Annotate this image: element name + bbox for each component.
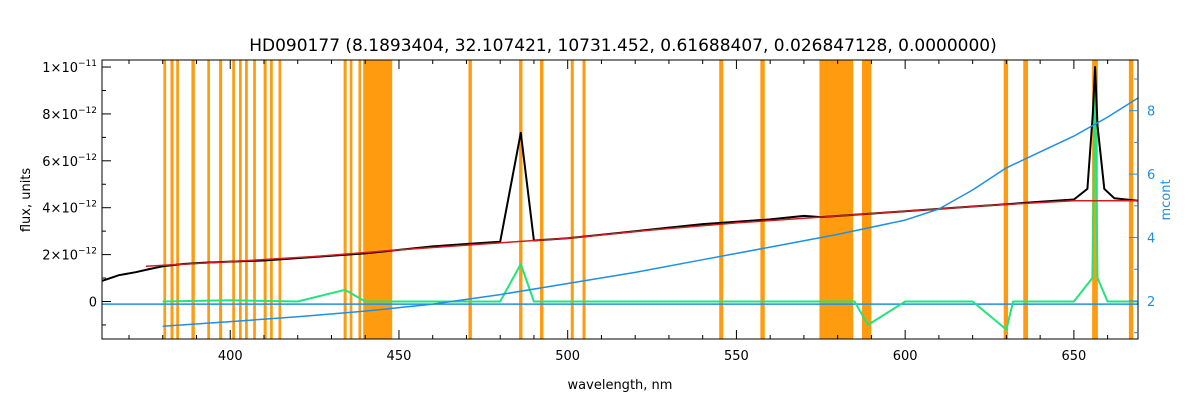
masked-band-11: [270, 60, 273, 339]
axes: 400 450 500 550 600 650 0 2×10−12 4×10−12 6×10−12…: [42, 59, 1155, 364]
y-tick-label-0: 0: [89, 295, 97, 310]
masked-band-5: [219, 60, 223, 339]
masked-band-9: [253, 60, 256, 339]
y-tick-label-5: 1×10−11: [42, 59, 97, 76]
masked-band-27: [1023, 60, 1028, 339]
masked-band-25: [861, 60, 872, 339]
masked-band-2: [176, 60, 179, 339]
x-tick-label-0: 400: [218, 349, 243, 364]
masked-band-15: [358, 60, 362, 339]
masked-band-16: [363, 60, 393, 339]
masked-band-4: [207, 60, 210, 339]
x-tick-label-1: 450: [387, 349, 412, 364]
y-axis-title: flux, units: [19, 168, 34, 233]
masked-band-18: [519, 60, 523, 339]
x-tick-label-2: 500: [555, 349, 580, 364]
masked-band-22: [719, 60, 724, 339]
masked-band-12: [278, 60, 282, 339]
x-tick-label-3: 550: [724, 349, 749, 364]
masked-band-1: [170, 60, 174, 339]
plot-area: [102, 60, 1138, 339]
chart-title: HD090177 (8.1893404, 32.107421, 10731.45…: [249, 36, 997, 56]
x-tick-label-4: 600: [893, 349, 918, 364]
series-observed: [102, 66, 1138, 282]
masked-band-10: [263, 60, 267, 339]
masked-band-14: [349, 60, 353, 339]
y2-tick-label-2: 6: [1147, 168, 1155, 183]
plot-frame: [101, 59, 1139, 340]
masked-band-24: [819, 60, 854, 339]
y-tick-label-2: 4×10−12: [42, 200, 97, 217]
masked-band-6: [232, 60, 235, 339]
masked-band-0: [163, 60, 167, 339]
y-tick-label-3: 6×10−12: [42, 153, 97, 170]
x-axis-title: wavelength, nm: [568, 378, 673, 393]
masked-band-7: [239, 60, 242, 339]
masked-band-8: [245, 60, 248, 339]
y2-tick-label-3: 8: [1147, 105, 1155, 120]
y2-axis-title: mcont: [1159, 179, 1174, 220]
series-continuum: [162, 97, 1138, 328]
masked-band-28: [1092, 60, 1098, 339]
masked-band-26: [1003, 60, 1009, 339]
y-tick-label-1: 2×10−12: [42, 247, 97, 264]
masked-band-20: [570, 60, 574, 339]
masked-band-3: [191, 60, 195, 339]
y-tick-label-4: 8×10−12: [42, 106, 97, 123]
masked-band-21: [582, 60, 586, 339]
masked-band-23: [760, 60, 765, 339]
y2-tick-label-1: 4: [1147, 232, 1155, 247]
series-residual: [162, 66, 1138, 331]
series-model: [145, 199, 1138, 268]
x-tick-label-5: 650: [1061, 349, 1086, 364]
masked-band-19: [540, 60, 544, 339]
masked-band-17: [468, 60, 472, 339]
masked-band-13: [343, 60, 347, 339]
y2-tick-label-0: 2: [1147, 295, 1155, 310]
